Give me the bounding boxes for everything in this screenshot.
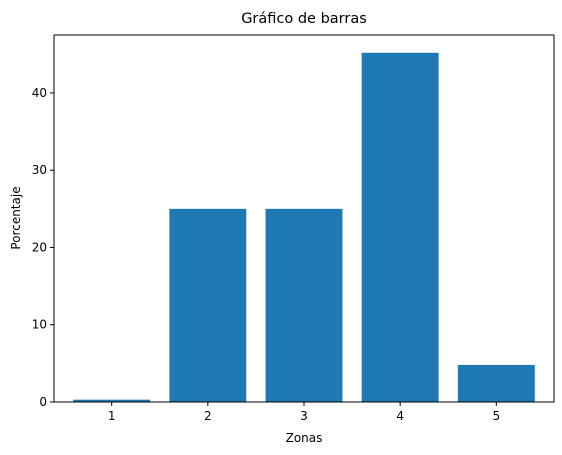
y-axis-label: Porcentaje xyxy=(9,186,23,249)
y-tick-label: 20 xyxy=(32,240,47,254)
bars-group xyxy=(73,52,535,402)
x-tick-label: 5 xyxy=(492,409,500,423)
bar-zona-3 xyxy=(265,208,343,402)
plot-frame xyxy=(53,34,555,403)
x-axis-ticks: 1 2 3 4 5 xyxy=(108,402,500,423)
bar-zona-2 xyxy=(169,208,247,402)
chart-title: Gráfico de barras xyxy=(241,11,367,27)
y-tick-label: 0 xyxy=(39,395,47,409)
y-tick-label: 30 xyxy=(32,163,47,177)
y-tick-label: 40 xyxy=(32,86,47,100)
bar-zona-1 xyxy=(73,399,151,402)
y-axis-ticks: 0 10 20 30 40 xyxy=(32,86,54,409)
x-tick-label: 4 xyxy=(396,409,404,423)
x-tick-label: 2 xyxy=(204,409,212,423)
x-tick-label: 3 xyxy=(300,409,308,423)
x-tick-label: 1 xyxy=(108,409,116,423)
bar-zona-4 xyxy=(361,52,439,402)
y-tick-label: 10 xyxy=(32,318,47,332)
bar-zona-5 xyxy=(457,364,535,402)
x-axis-label: Zonas xyxy=(286,431,323,445)
